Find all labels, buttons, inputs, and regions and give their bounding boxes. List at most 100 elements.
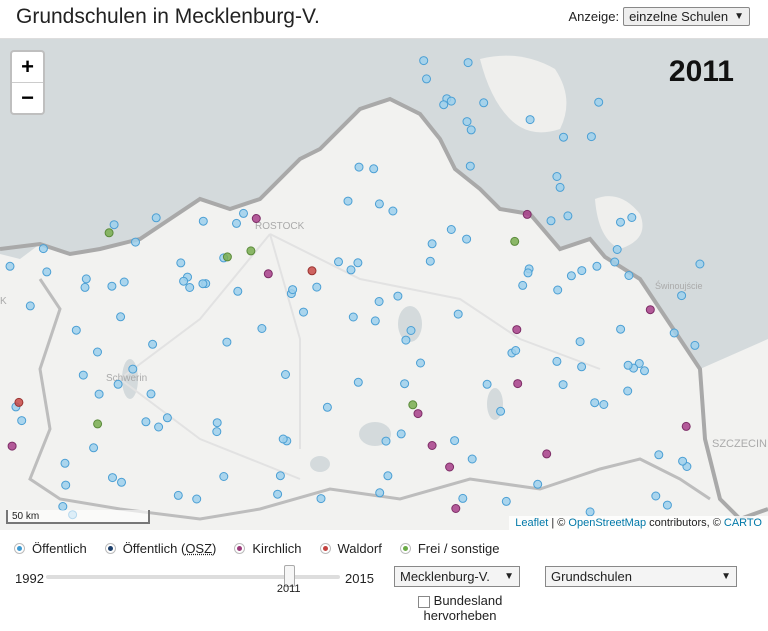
school-marker-public[interactable] — [467, 454, 477, 464]
school-marker-public[interactable] — [450, 436, 460, 446]
school-marker-public[interactable] — [212, 418, 222, 428]
legend-item-public[interactable]: Öffentlich — [14, 541, 87, 556]
school-marker-public[interactable] — [439, 100, 449, 110]
school-marker-public[interactable] — [198, 279, 208, 289]
school-marker-public[interactable] — [575, 337, 585, 347]
school-marker-public[interactable] — [93, 347, 102, 357]
school-marker-public[interactable] — [141, 417, 151, 427]
school-marker-public[interactable] — [42, 267, 52, 277]
school-marker-public[interactable] — [232, 218, 241, 228]
school-marker-public[interactable] — [406, 326, 416, 335]
school-marker-public[interactable] — [299, 307, 308, 317]
zoom-out-button[interactable]: − — [21, 85, 34, 110]
school-marker-public[interactable] — [479, 98, 489, 108]
school-marker-public[interactable] — [278, 434, 288, 444]
region-select[interactable]: Mecklenburg-V. ▼ — [394, 566, 520, 587]
school-marker-public[interactable] — [592, 261, 602, 271]
school-marker-public[interactable] — [71, 325, 81, 335]
school-marker-public[interactable] — [453, 309, 463, 319]
school-marker-public[interactable] — [462, 117, 472, 127]
school-marker-public[interactable] — [107, 281, 117, 291]
school-marker-church[interactable] — [542, 449, 552, 459]
school-marker-church[interactable] — [263, 269, 273, 279]
school-marker-public[interactable] — [585, 507, 595, 517]
school-marker-free[interactable] — [510, 236, 520, 246]
school-marker-public[interactable] — [370, 316, 380, 326]
school-marker-public[interactable] — [108, 473, 117, 483]
school-marker-public[interactable] — [61, 480, 71, 490]
school-marker-public[interactable] — [173, 490, 183, 500]
school-marker-public[interactable] — [109, 220, 119, 230]
school-marker-public[interactable] — [501, 496, 511, 506]
school-marker-public[interactable] — [239, 208, 248, 218]
school-marker-public[interactable] — [669, 328, 679, 338]
school-marker-public[interactable] — [222, 337, 232, 347]
school-marker-public[interactable] — [463, 58, 473, 68]
school-marker-public[interactable] — [552, 172, 562, 181]
school-marker-public[interactable] — [462, 234, 472, 244]
school-marker-public[interactable] — [219, 472, 229, 481]
school-marker-public[interactable] — [610, 257, 620, 267]
school-marker-public[interactable] — [257, 324, 267, 333]
school-marker-public[interactable] — [518, 280, 528, 290]
school-marker-free[interactable] — [408, 400, 418, 410]
school-marker-free[interactable] — [104, 228, 114, 238]
school-marker-public[interactable] — [627, 213, 637, 222]
school-marker-public[interactable] — [678, 456, 688, 466]
school-marker-public[interactable] — [113, 379, 123, 389]
school-marker-public[interactable] — [577, 266, 587, 276]
school-marker-public[interactable] — [273, 489, 283, 499]
school-marker-public[interactable] — [185, 283, 195, 292]
school-marker-church[interactable] — [522, 209, 532, 219]
school-marker-public[interactable] — [523, 268, 533, 278]
school-marker-public[interactable] — [496, 406, 506, 416]
school-marker-public[interactable] — [346, 265, 356, 275]
school-marker-public[interactable] — [116, 312, 126, 322]
zoom-in-button[interactable]: + — [12, 52, 43, 83]
school-marker-public[interactable] — [312, 282, 322, 292]
school-marker-public[interactable] — [651, 491, 661, 501]
school-marker-public[interactable] — [599, 400, 609, 409]
carto-link[interactable]: CARTO — [723, 517, 762, 529]
school-marker-public[interactable] — [374, 297, 384, 306]
school-marker-public[interactable] — [275, 471, 285, 481]
school-marker-public[interactable] — [422, 74, 431, 84]
school-marker-public[interactable] — [78, 370, 88, 380]
school-marker-public[interactable] — [128, 364, 138, 374]
school-marker-public[interactable] — [348, 312, 358, 322]
school-marker-public[interactable] — [81, 274, 91, 284]
school-marker-public[interactable] — [176, 258, 186, 268]
school-marker-public[interactable] — [624, 271, 634, 280]
school-marker-free[interactable] — [246, 246, 256, 256]
school-marker-public[interactable] — [465, 161, 475, 171]
school-markers[interactable] — [5, 56, 705, 520]
school-marker-public[interactable] — [146, 389, 156, 399]
school-marker-public[interactable] — [396, 429, 406, 439]
map[interactable]: ROSTOCK Schwerin Świnoujście SZCZECIN K … — [0, 39, 768, 530]
school-marker-public[interactable] — [198, 216, 208, 226]
school-marker-public[interactable] — [427, 239, 437, 249]
osm-link[interactable]: OpenStreetMap — [568, 517, 647, 529]
school-marker-public[interactable] — [586, 132, 596, 142]
school-marker-public[interactable] — [612, 245, 622, 254]
school-marker-free[interactable] — [93, 419, 103, 429]
school-marker-public[interactable] — [353, 258, 363, 268]
school-marker-public[interactable] — [654, 450, 664, 460]
school-marker-public[interactable] — [419, 56, 429, 66]
school-marker-public[interactable] — [233, 286, 243, 296]
school-marker-public[interactable] — [533, 479, 543, 489]
legend-item-church[interactable]: Kirchlich — [234, 541, 302, 556]
school-marker-public[interactable] — [212, 427, 222, 437]
legend-item-free[interactable]: Frei / sonstige — [399, 541, 499, 556]
school-marker-public[interactable] — [322, 402, 332, 412]
school-marker-public[interactable] — [558, 380, 568, 390]
school-marker-public[interactable] — [162, 413, 172, 423]
school-marker-public[interactable] — [179, 276, 189, 286]
bundesland-checkbox[interactable] — [417, 595, 430, 608]
school-marker-public[interactable] — [594, 97, 604, 107]
school-marker-public[interactable] — [525, 115, 535, 125]
school-marker-public[interactable] — [117, 477, 126, 487]
school-marker-public[interactable] — [552, 356, 562, 366]
school-marker-public[interactable] — [466, 125, 476, 135]
school-marker-public[interactable] — [388, 206, 398, 216]
